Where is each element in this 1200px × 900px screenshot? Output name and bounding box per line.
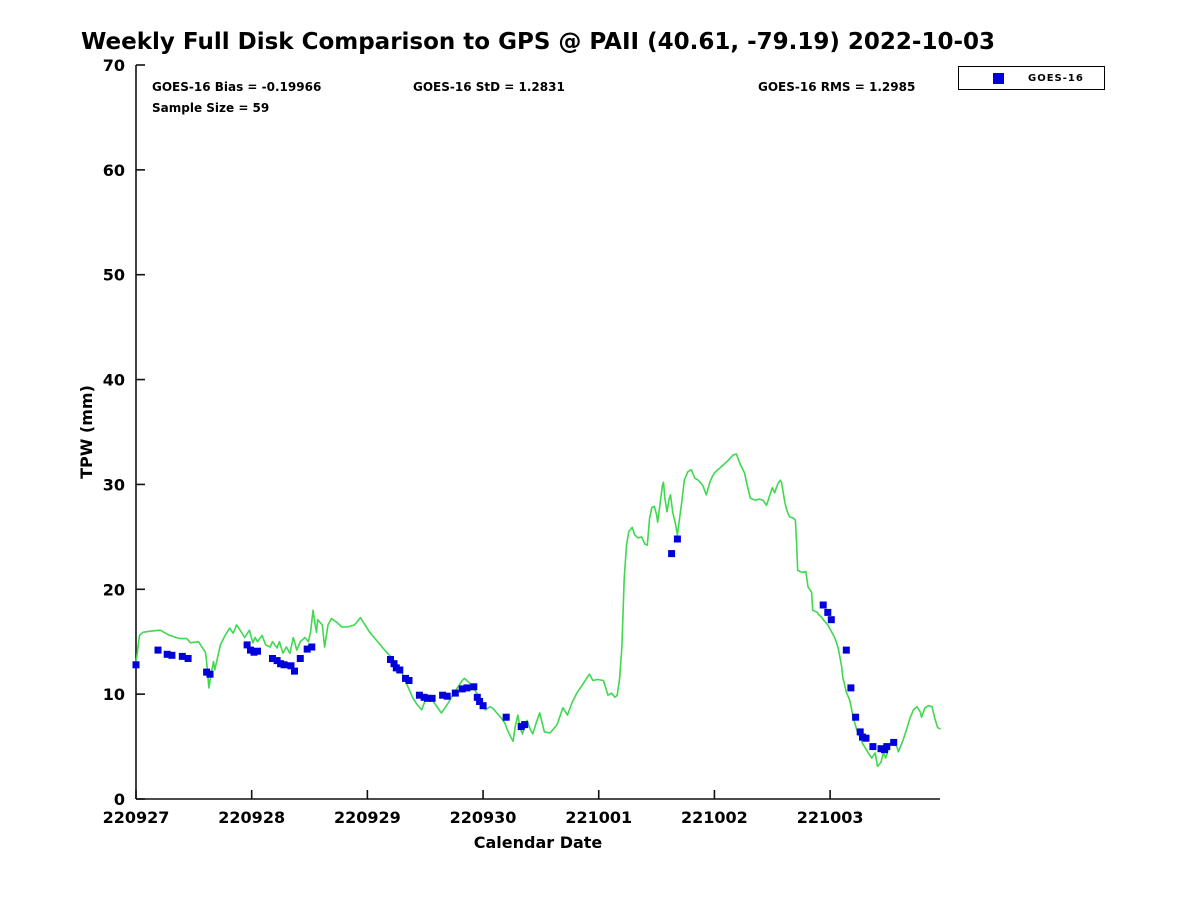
goes16-marker [869,743,877,751]
goes16-marker [502,713,510,721]
goes16-marker [308,643,316,651]
goes16-marker [428,694,436,702]
goes16-marker [390,660,398,668]
goes16-marker [443,692,451,700]
goes16-marker-series [132,535,898,754]
y-tick-label: 10 [103,685,125,704]
y-tick-label: 20 [103,580,125,599]
y-tick-label: 60 [103,161,125,180]
x-tick-label: 220928 [218,808,285,827]
y-tick-label: 50 [103,266,125,285]
goes16-marker [439,691,447,699]
goes16-marker [206,670,214,678]
goes16-marker [280,661,288,669]
x-tick-group: 220927 220928 220929 220930 221001 221002 2210… [103,790,864,827]
goes16-marker [890,738,898,746]
goes16-marker [387,656,394,663]
goes16-marker [479,702,487,710]
goes16-marker [824,608,832,616]
goes16-marker [673,535,681,543]
goes16-marker [303,645,311,653]
goes16-marker [451,689,459,697]
goes16-marker [132,661,140,669]
stat-bias-text: GOES-16 Bias = -0.19966 [152,80,322,94]
goes16-marker [827,616,835,624]
x-tick-label: 220927 [103,808,170,827]
y-tick-label: 40 [103,371,125,390]
goes16-marker [291,667,298,675]
goes16-marker [883,743,891,751]
goes16-marker [819,601,827,609]
goes16-marker [243,641,251,649]
goes16-marker [154,646,162,654]
y-tick-label: 0 [114,790,125,809]
goes16-marker [296,655,304,662]
stat-std-text: GOES-16 StD = 1.2831 [413,80,565,94]
x-axis-label: Calendar Date [474,833,603,852]
goes16-marker [458,685,466,693]
chart-title: Weekly Full Disk Comparison to GPS @ PAI… [80,29,996,55]
x-tick-label: 221003 [797,808,864,827]
goes16-marker [852,713,860,721]
y-tick-label: 70 [103,56,125,75]
y-tick-group: 0 10 20 30 40 50 60 70 [103,56,145,809]
goes16-marker [163,650,171,658]
y-tick-label: 30 [103,475,125,494]
legend-label: GOES-16 [1028,72,1084,84]
gps-line-series [135,453,941,768]
goes16-marker [184,655,192,662]
goes16-marker [178,652,186,660]
goes16-marker [168,651,176,659]
goes16-marker [668,550,676,558]
goes16-marker [415,691,423,699]
goes16-marker [424,694,431,702]
legend-box: GOES-16 [958,66,1105,90]
x-tick-label: 221002 [681,808,748,827]
goes16-marker [269,655,276,662]
goes16-marker [473,693,481,701]
goes16-marker [856,728,864,736]
axes [135,65,940,800]
goes16-marker [396,666,404,674]
goes16-marker [470,683,478,691]
goes16-marker [862,734,870,742]
y-axis-label: TPW (mm) [77,385,96,479]
goes16-marker [405,677,413,684]
stat-rms-text: GOES-16 RMS = 1.2985 [758,80,916,94]
x-tick-label: 221001 [565,808,632,827]
goes16-marker [842,646,850,654]
goes16-marker [254,647,261,655]
x-tick-label: 220930 [450,808,517,827]
stat-sample-size-text: Sample Size = 59 [152,101,270,115]
x-tick-label: 220929 [334,808,401,827]
goes16-marker [463,684,471,692]
legend-square-marker-icon [993,72,1004,84]
goes16-marker [476,698,484,705]
goes16-marker [847,684,855,692]
goes16-marker [521,721,529,729]
goes16-marker [287,662,295,670]
